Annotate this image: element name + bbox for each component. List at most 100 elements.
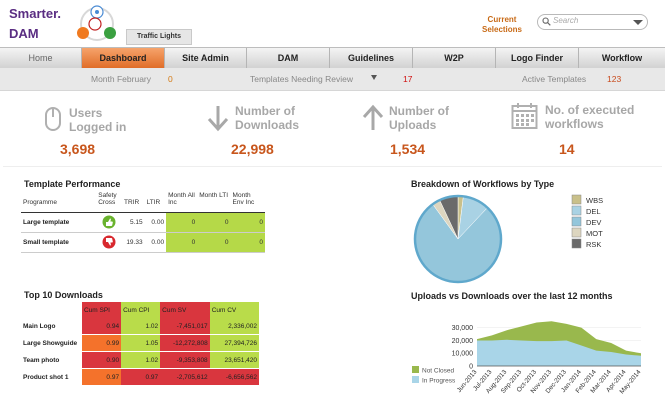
top10-table: Cum SPI Cum CPI Cum SV Cum CV Main Logo 0… xyxy=(21,302,259,386)
brand-line1: Smarter. xyxy=(9,6,62,21)
legend-swatch xyxy=(571,205,582,216)
metric-cell: -12,272,808 xyxy=(160,334,210,352)
col-month-lti: Month LTI xyxy=(197,192,231,213)
current-selections-link[interactable]: Current Selections xyxy=(478,15,526,35)
metric-cell: 1.05 xyxy=(121,334,161,352)
metric-cell: 0.90 xyxy=(81,351,122,369)
col-cum-spi: Cum SPI xyxy=(81,302,122,318)
search-placeholder: Search xyxy=(553,16,579,25)
metric-cell: 0.97 xyxy=(81,368,122,386)
kpi-uploads-label-2: Uploads xyxy=(389,118,437,132)
kpi-workflows-label: No. of executed workflows xyxy=(545,103,634,131)
workflows-pie-chart: WBS DEL DEV MOT RSK xyxy=(413,194,603,284)
month-value: 0 xyxy=(168,74,173,84)
col-month-all-inc: Month All Inc xyxy=(166,192,198,213)
legend-swatch xyxy=(412,366,419,373)
col-safety-cross: Safety Cross xyxy=(96,192,123,213)
active-templates-label[interactable]: Active Templates xyxy=(522,74,587,84)
download-item-name: Team photo xyxy=(21,351,82,369)
col-ltir: LTIR xyxy=(144,192,167,213)
metric-cell: -6,656,562 xyxy=(209,368,259,386)
month-env-inc-value: 0 xyxy=(230,212,265,233)
uploads-chart-title: Uploads vs Downloads over the last 12 mo… xyxy=(411,291,613,301)
search-input[interactable]: Search xyxy=(537,14,648,30)
legend-label: MOT xyxy=(586,229,603,238)
legend-label: WBS xyxy=(586,196,603,205)
template-performance-table: Programme Safety Cross TRIR LTIR Month A… xyxy=(21,192,265,253)
nav-workflow[interactable]: Workflow xyxy=(601,53,643,63)
arrow-up-icon xyxy=(362,104,384,130)
trir-value: 19.33 xyxy=(122,232,145,253)
metric-cell: 23,651,420 xyxy=(209,351,259,369)
calendar-icon xyxy=(511,103,538,129)
nav-dam[interactable]: DAM xyxy=(247,48,330,68)
legend-swatch xyxy=(571,227,582,238)
month-lti-value: 0 xyxy=(197,212,231,233)
brand-line2: DAM xyxy=(9,26,39,41)
pie-ring xyxy=(413,194,503,284)
kpi-users-label-1: Users xyxy=(69,106,103,120)
download-item-name: Main Logo xyxy=(21,318,82,335)
kpi-downloads-label-1: Number of xyxy=(235,104,295,118)
table-row[interactable]: Team photo 0.90 1.02 -9,353,808 23,651,420 xyxy=(21,351,259,369)
chevron-down-icon[interactable] xyxy=(633,20,643,25)
y-tick-label: 0 xyxy=(469,364,473,371)
kpi-users-value: 3,698 xyxy=(60,141,96,157)
kpi-downloads-label-2: Downloads xyxy=(235,118,300,132)
legend-label: RSK xyxy=(586,240,601,249)
programme-name: Small template xyxy=(21,232,97,253)
brand-logo[interactable]: Smarter. DAM xyxy=(9,4,61,44)
table-row[interactable]: Large Showguide 0.99 1.05 -12,272,808 27,394… xyxy=(21,334,259,352)
kpi-divider xyxy=(3,166,662,167)
active-templates-value: 123 xyxy=(607,74,622,84)
programme-name: Large template xyxy=(21,212,97,233)
ltir-value: 0.00 xyxy=(144,232,167,253)
table-row[interactable]: Main Logo 0.94 1.02 -7,451,017 2,336,002 xyxy=(21,318,259,335)
metric-cell: 0.99 xyxy=(81,334,122,352)
legend-swatch xyxy=(571,238,582,249)
col-programme: Programme xyxy=(21,192,97,213)
legend-label: Not Closed xyxy=(422,368,455,375)
metric-cell: -9,353,808 xyxy=(160,351,210,369)
nav-w2p[interactable]: W2P xyxy=(413,48,496,68)
review-value: 17 xyxy=(403,74,413,84)
kpi-uploads-label-1: Number of xyxy=(389,104,449,118)
cycle-logo-graphic xyxy=(77,5,116,41)
table-row[interactable]: Large template 5.15 0.00 0 0 0 xyxy=(21,212,265,233)
filter-bar: Month February 0 Templates Needing Revie… xyxy=(0,68,665,91)
kpi-users-label: Users Logged in xyxy=(69,106,126,134)
month-all-inc-value: 0 xyxy=(166,212,198,233)
table-header-row: Programme Safety Cross TRIR LTIR Month A… xyxy=(21,192,265,213)
traffic-lights-tab[interactable]: Traffic Lights xyxy=(126,29,192,45)
legend-swatch xyxy=(412,376,419,383)
col-blank xyxy=(21,302,82,318)
kpi-workflows-value: 14 xyxy=(559,141,575,157)
nav-site-admin[interactable]: Site Admin xyxy=(165,48,247,68)
metric-cell: 1.02 xyxy=(121,318,161,335)
nav-dashboard[interactable]: Dashboard xyxy=(82,48,165,68)
review-label[interactable]: Templates Needing Review xyxy=(250,74,353,84)
area-series-in-progress xyxy=(477,339,641,366)
month-label[interactable]: Month February xyxy=(91,74,151,84)
nav-logo-finder[interactable]: Logo Finder xyxy=(496,48,579,68)
kpi-workflows-label-2: workflows xyxy=(545,117,604,131)
metric-cell: 27,394,726 xyxy=(209,334,259,352)
month-env-inc-value: 0 xyxy=(230,232,265,253)
nav-home[interactable]: Home xyxy=(0,48,82,68)
uploads-area-chart: 30,00020,00010,0000Jun-2013Jul-2013Aug-2… xyxy=(412,321,643,395)
review-dropdown-icon[interactable] xyxy=(371,75,377,80)
col-trir: TRIR xyxy=(122,192,145,213)
workflows-chart-title: Breakdown of Workflows by Type xyxy=(411,179,555,189)
mouse-icon xyxy=(45,107,61,131)
table-row[interactable]: Small template 19.33 0.00 0 0 0 xyxy=(21,232,265,253)
legend-swatch xyxy=(571,216,582,227)
current-selections-line1: Current xyxy=(487,15,517,24)
ltir-value: 0.00 xyxy=(144,212,167,233)
metric-cell: 2,336,002 xyxy=(209,318,259,335)
download-item-name: Large Showguide xyxy=(21,334,82,352)
metric-cell: 0.97 xyxy=(121,368,161,386)
nav-guidelines[interactable]: Guidelines xyxy=(330,48,413,68)
y-tick-label: 20,000 xyxy=(452,338,474,345)
table-row[interactable]: Product shot 1 0.97 0.97 -2,705,612 -6,656,5… xyxy=(21,368,259,386)
kpi-downloads-label: Number of Downloads xyxy=(235,104,299,132)
